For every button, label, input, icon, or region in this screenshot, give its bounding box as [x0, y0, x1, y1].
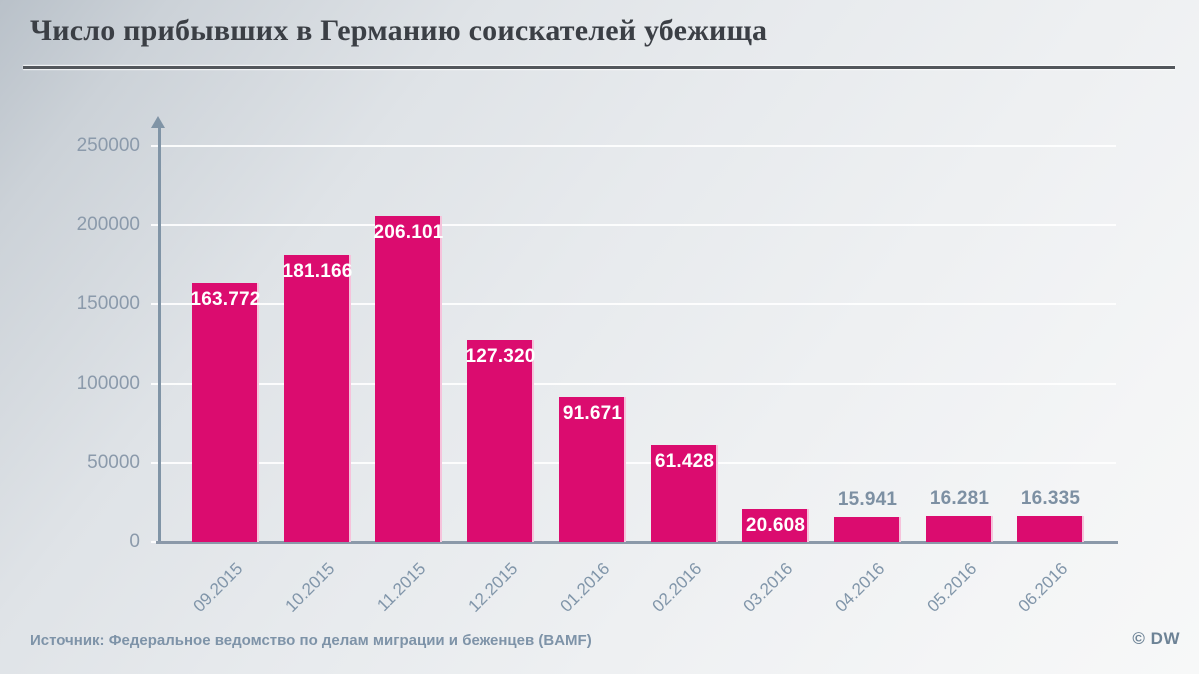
bar-value-label: 163.772	[190, 289, 261, 310]
bar	[834, 517, 901, 542]
bar	[375, 216, 442, 542]
y-gridline	[159, 145, 1116, 147]
x-axis-tick-label: 01.2016	[555, 558, 613, 616]
y-gridline	[159, 382, 1116, 385]
x-axis-tick-label: 03.2016	[738, 558, 796, 616]
y-axis-tick	[151, 224, 159, 227]
bar-value-label: 91.671	[562, 403, 623, 424]
bar	[742, 509, 809, 542]
x-axis-tick-label: 09.2015	[188, 558, 246, 616]
y-axis-tick	[151, 461, 159, 464]
x-axis-tick-label: 04.2016	[830, 558, 888, 616]
title-divider	[23, 66, 1175, 69]
bar-value-label: 16.335	[1020, 488, 1081, 509]
y-axis-tick	[151, 382, 159, 385]
y-axis-tick	[151, 303, 159, 306]
y-axis-tick-label: 50000	[87, 451, 140, 473]
bar-value-label: 206.101	[373, 222, 444, 243]
y-gridline	[159, 461, 1116, 464]
y-axis-tick-label: 200000	[76, 214, 140, 236]
bar	[651, 445, 718, 542]
y-gridline	[159, 224, 1116, 227]
bar-value-label: 15.941	[837, 489, 898, 510]
bar-value-label: 181.166	[282, 261, 353, 282]
bar-value-label: 61.428	[654, 451, 715, 472]
y-gridline	[159, 303, 1116, 306]
y-axis-arrow	[151, 116, 165, 128]
y-axis-tick	[151, 541, 159, 543]
bar	[559, 397, 626, 542]
bar-value-label: 127.320	[465, 346, 536, 367]
x-axis-tick-label: 06.2016	[1013, 558, 1071, 616]
x-axis-tick-label: 02.2016	[647, 558, 705, 616]
y-axis-tick-label: 250000	[76, 135, 140, 156]
bar	[926, 516, 993, 542]
dw-copyright-logo: © DW	[1132, 629, 1180, 648]
bar-value-label: 20.608	[745, 515, 806, 536]
bar	[284, 255, 351, 542]
y-axis-tick-label: 0	[129, 531, 140, 552]
source-note: Источник: Федеральное ведомство по делам…	[30, 632, 592, 649]
bar-value-label: 16.281	[929, 488, 990, 509]
bar	[467, 340, 534, 542]
page-title: Число прибывших в Германию соискателей у…	[30, 14, 768, 47]
x-axis-tick-label: 10.2015	[280, 558, 338, 616]
y-axis-tick-label: 150000	[76, 293, 140, 315]
x-axis-tick-label: 11.2015	[372, 558, 429, 615]
x-axis	[156, 541, 1118, 544]
y-axis-tick	[151, 145, 159, 147]
y-axis	[158, 127, 161, 544]
bar	[1017, 516, 1084, 542]
y-axis-tick-label: 100000	[76, 372, 140, 394]
x-axis-tick-label: 12.2015	[463, 558, 521, 616]
bar	[192, 283, 259, 542]
x-axis-tick-label: 05.2016	[922, 558, 980, 616]
